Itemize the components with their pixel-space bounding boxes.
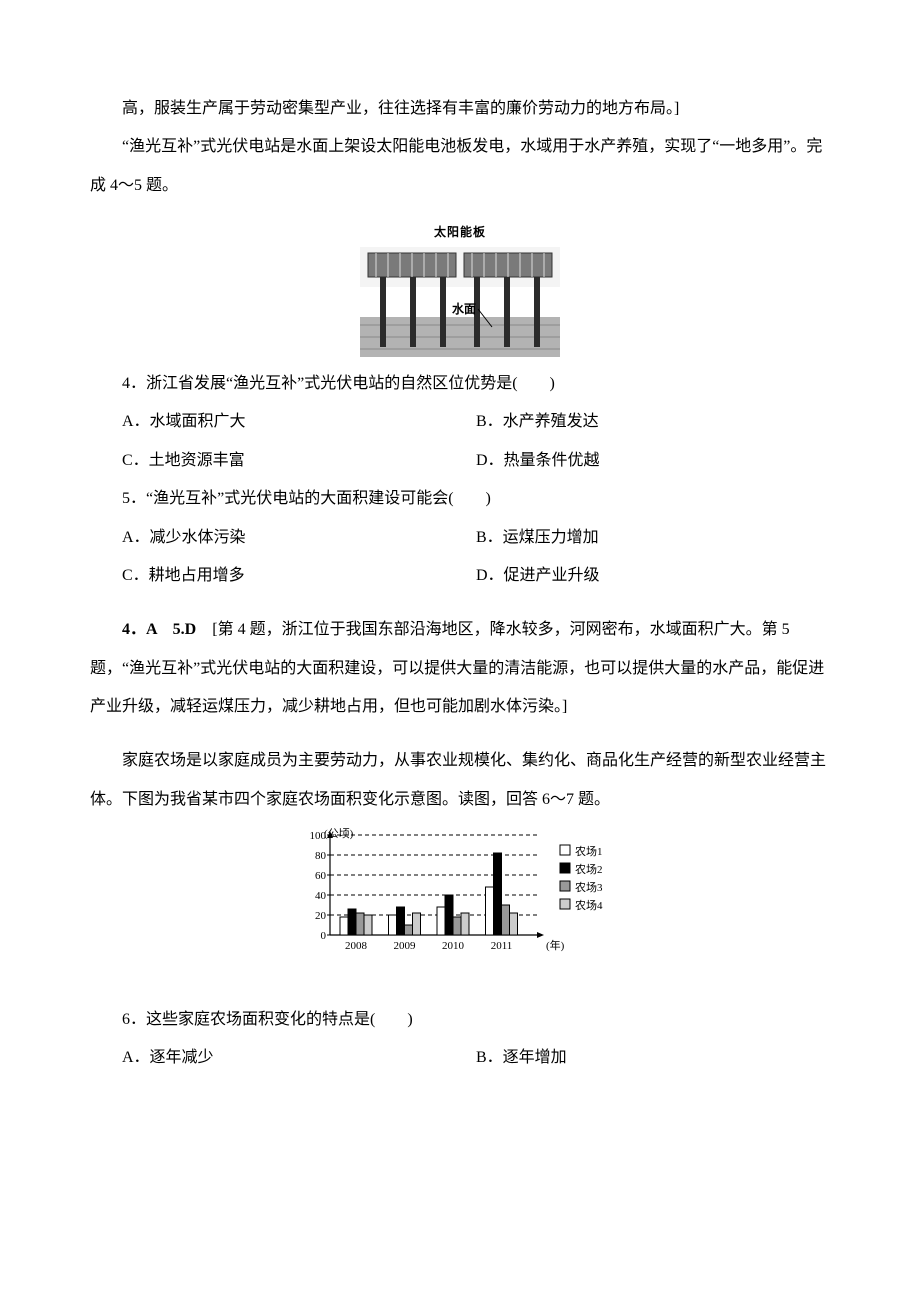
q4-option-b: B．水产养殖发达 — [476, 403, 830, 441]
q5-option-d: D．促进产业升级 — [476, 557, 830, 595]
svg-text:20: 20 — [315, 910, 327, 922]
svg-text:农场4: 农场4 — [575, 898, 603, 912]
q4-option-a: A．水域面积广大 — [122, 403, 476, 441]
svg-text:农场2: 农场2 — [575, 862, 603, 876]
q6-stem: 6．这些家庭农场面积变化的特点是( ) — [90, 1001, 830, 1039]
q4-option-d: D．热量条件优越 — [476, 442, 830, 480]
farm-chart-svg: (公顷) 0 20 40 60 80 100 2008 2009 2010 2011 (年) 农场1 农场… — [290, 827, 630, 977]
svg-text:60: 60 — [315, 870, 327, 882]
intro-6-7: 家庭农场是以家庭成员为主要劳动力，从事农业规模化、集约化、商品化生产经营的新型农… — [90, 742, 830, 819]
q5-stem: 5．“渔光互补”式光伏电站的大面积建设可能会( ) — [90, 480, 830, 518]
q5-option-c: C．耕地占用增多 — [122, 557, 476, 595]
solar-top-label: 太阳能板 — [360, 218, 560, 247]
intro-4-5: “渔光互补”式光伏电站是水面上架设太阳能电池板发电，水域用于水产养殖，实现了“一… — [90, 128, 830, 205]
top-paragraph: 高，服装生产属于劳动密集型产业，往往选择有丰富的廉价劳动力的地方布局。] — [90, 90, 830, 128]
svg-text:2008: 2008 — [345, 940, 368, 952]
q5-option-b: B．运煤压力增加 — [476, 519, 830, 557]
q5-option-a: A．减少水体污染 — [122, 519, 476, 557]
svg-text:2011: 2011 — [491, 940, 513, 952]
svg-text:80: 80 — [315, 850, 327, 862]
q6-option-a: A．逐年减少 — [122, 1039, 476, 1077]
svg-text:0: 0 — [321, 930, 327, 942]
q6-option-b: B．逐年增加 — [476, 1039, 830, 1077]
svg-text:(公顷): (公顷) — [324, 827, 354, 840]
answer-4-5-label: 4．A 5.D — [122, 621, 212, 638]
svg-text:2010: 2010 — [442, 940, 465, 952]
answer-4-5: 4．A 5.D [第 4 题，浙江位于我国东部沿海地区，降水较多，河网密布，水域… — [90, 611, 830, 726]
svg-text:2009: 2009 — [394, 940, 417, 952]
svg-text:40: 40 — [315, 890, 327, 902]
svg-text:100: 100 — [310, 830, 327, 842]
svg-text:农场3: 农场3 — [575, 880, 603, 894]
solar-figure: 太阳能板 — [90, 213, 830, 357]
farm-chart-figure: (公顷) 0 20 40 60 80 100 2008 2009 2010 2011 (年) 农场1 农场… — [90, 827, 830, 992]
solar-svg: 水面 — [360, 247, 560, 357]
svg-text:(年): (年) — [546, 938, 565, 952]
q4-option-c: C．土地资源丰富 — [122, 442, 476, 480]
water-label-text: 水面 — [452, 301, 476, 316]
q4-stem: 4．浙江省发展“渔光互补”式光伏电站的自然区位优势是( ) — [90, 365, 830, 403]
svg-text:农场1: 农场1 — [575, 844, 603, 858]
